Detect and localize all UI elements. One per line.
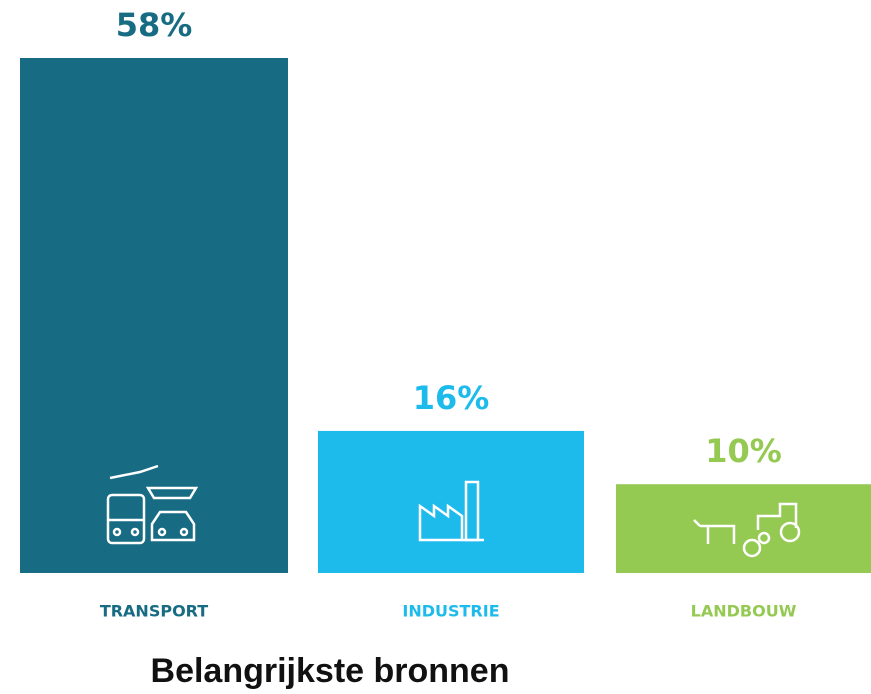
bar bbox=[616, 484, 871, 573]
value-label: 10% bbox=[705, 432, 782, 470]
value-label: 16% bbox=[413, 379, 490, 417]
transport-icon bbox=[106, 464, 199, 545]
industry-icon bbox=[418, 480, 484, 542]
category-label: TRANSPORT bbox=[100, 602, 208, 621]
value-label: 58% bbox=[116, 6, 193, 44]
chart-title: Belangrijkste bronnen bbox=[151, 652, 510, 690]
category-label: INDUSTRIE bbox=[402, 602, 499, 621]
bar bbox=[318, 430, 584, 573]
agriculture-icon bbox=[693, 502, 801, 558]
bars bbox=[20, 58, 871, 573]
icons bbox=[106, 464, 801, 558]
category-label: LANDBOUW bbox=[691, 602, 797, 621]
